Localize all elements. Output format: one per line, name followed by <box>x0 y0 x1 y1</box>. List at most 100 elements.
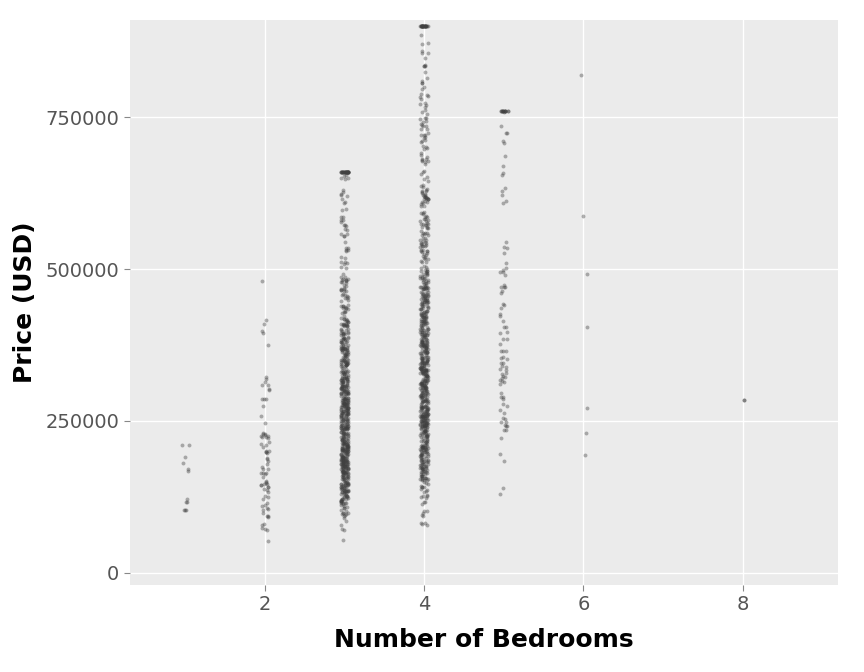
Point <box>340 359 354 370</box>
Point <box>335 167 349 177</box>
Point <box>413 418 427 429</box>
Point <box>414 21 428 32</box>
Point <box>420 335 434 345</box>
Point <box>419 383 433 394</box>
Point <box>334 387 348 398</box>
Point <box>416 336 429 347</box>
Point <box>416 117 430 128</box>
Point <box>334 423 348 433</box>
Point <box>496 358 510 368</box>
Point <box>418 413 432 423</box>
Point <box>419 220 433 230</box>
Point <box>338 402 352 413</box>
Point <box>416 300 430 311</box>
Point <box>338 394 352 405</box>
Point <box>496 266 510 277</box>
Point <box>334 355 348 366</box>
Point <box>338 398 352 409</box>
Point <box>337 503 351 513</box>
Point <box>417 21 431 32</box>
Point <box>417 368 431 378</box>
Point <box>419 418 433 429</box>
Point <box>494 288 508 298</box>
Point <box>498 456 511 467</box>
Point <box>339 221 353 232</box>
Point <box>499 321 513 332</box>
Point <box>337 412 351 423</box>
Point <box>413 451 427 462</box>
Point <box>416 312 430 323</box>
Point <box>413 379 427 390</box>
Point <box>420 448 434 458</box>
Point <box>416 427 430 437</box>
Point <box>419 215 433 226</box>
Point <box>419 444 433 454</box>
Point <box>418 381 432 392</box>
Point <box>258 468 272 479</box>
Point <box>497 282 511 292</box>
Point <box>416 415 430 425</box>
Point <box>340 376 353 386</box>
Point <box>336 332 350 343</box>
Point <box>338 460 352 471</box>
Point <box>340 459 354 470</box>
Point <box>334 284 348 295</box>
Point <box>335 337 349 347</box>
Point <box>336 300 350 311</box>
Point <box>338 395 352 406</box>
Point <box>335 455 349 466</box>
Point <box>415 411 429 422</box>
Point <box>334 478 347 489</box>
Point <box>420 72 434 83</box>
Point <box>417 443 431 454</box>
Point <box>415 339 429 349</box>
Point <box>414 349 428 360</box>
Point <box>334 444 348 455</box>
Point <box>416 388 430 398</box>
Point <box>338 167 352 177</box>
Point <box>414 471 428 482</box>
Point <box>499 282 512 292</box>
Point <box>420 365 434 376</box>
Point <box>334 458 347 469</box>
Point <box>336 409 350 420</box>
Point <box>340 429 354 440</box>
Point <box>335 416 349 427</box>
Point <box>334 374 348 385</box>
Point <box>335 355 349 366</box>
Point <box>336 470 350 480</box>
Point <box>260 458 274 469</box>
Point <box>339 408 353 419</box>
Point <box>415 436 429 447</box>
Point <box>418 424 432 435</box>
Point <box>336 429 350 439</box>
Point <box>416 390 430 401</box>
Point <box>418 265 432 276</box>
Point <box>339 467 353 478</box>
Point <box>336 405 350 416</box>
Point <box>336 380 350 391</box>
Point <box>338 489 352 499</box>
Point <box>339 406 353 417</box>
Point <box>337 468 351 478</box>
Point <box>498 138 511 149</box>
Point <box>337 401 351 411</box>
Point <box>339 515 353 526</box>
Point <box>336 507 350 518</box>
Point <box>335 338 349 349</box>
Point <box>340 416 353 427</box>
Point <box>416 260 430 271</box>
Point <box>416 327 429 337</box>
Point <box>339 464 353 474</box>
Point <box>415 411 429 422</box>
Point <box>580 403 594 413</box>
Point <box>413 368 427 378</box>
Point <box>417 60 431 71</box>
Point <box>414 303 428 314</box>
Point <box>413 340 427 351</box>
Point <box>416 244 430 255</box>
Point <box>340 470 353 481</box>
Point <box>499 237 513 247</box>
Point <box>416 239 429 250</box>
Point <box>421 194 435 204</box>
